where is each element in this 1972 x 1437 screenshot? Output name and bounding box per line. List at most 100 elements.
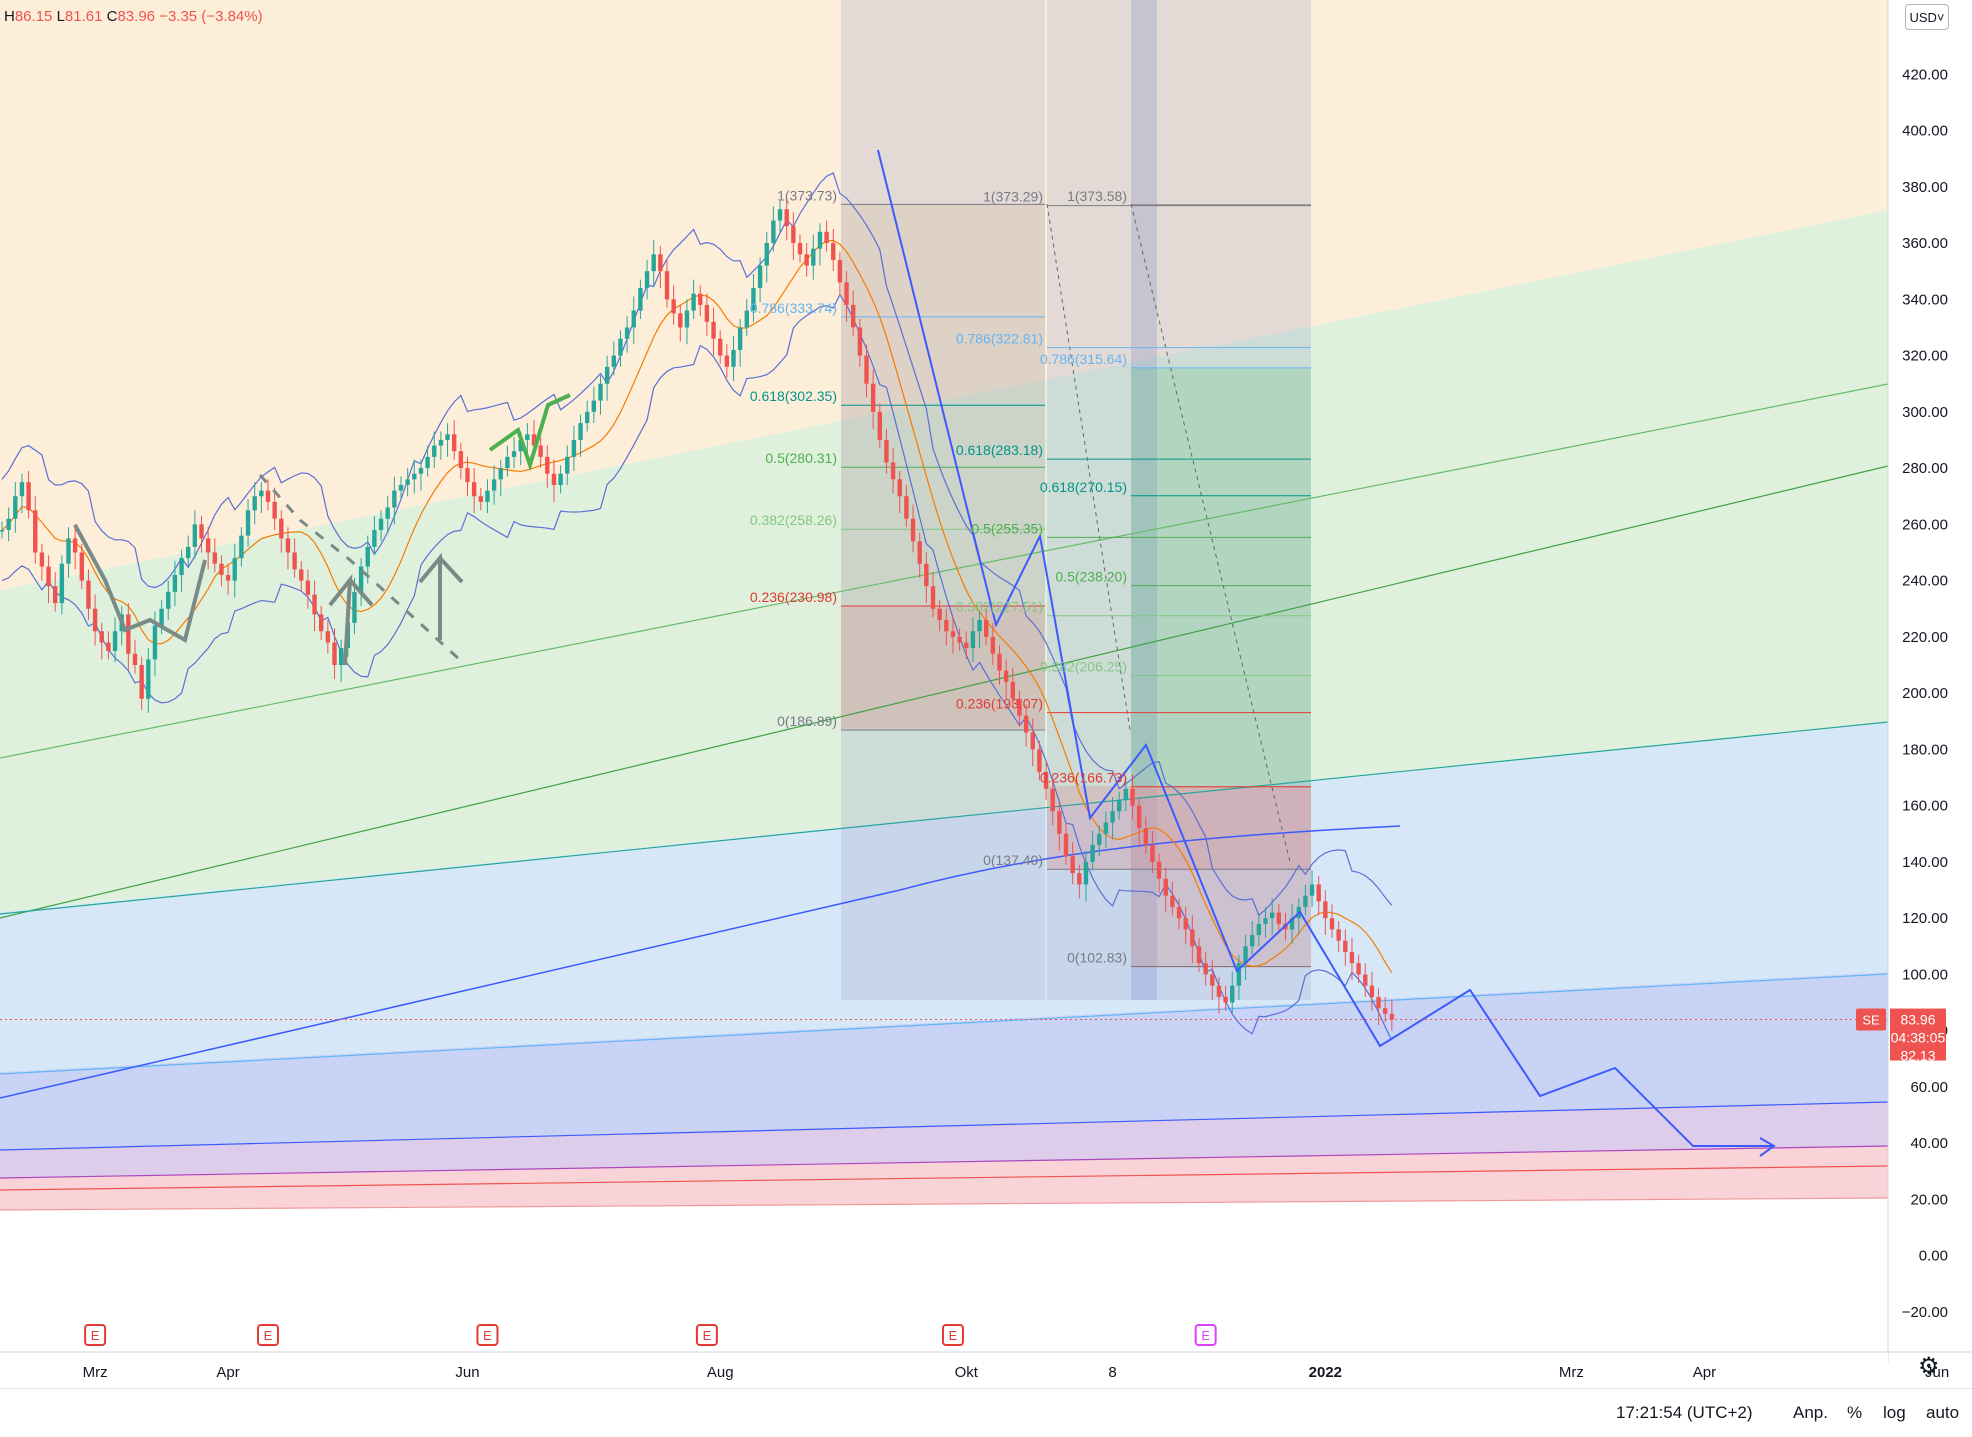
candle-body — [1343, 940, 1348, 952]
zone-purple — [0, 1102, 1888, 1178]
auto-toggle[interactable]: auto — [1926, 1403, 1960, 1422]
candle-body — [678, 313, 683, 328]
candle-body — [811, 248, 816, 266]
candle-body — [1130, 788, 1135, 806]
candle-body — [904, 496, 909, 519]
candle-body — [1190, 929, 1195, 947]
candle-body — [837, 259, 843, 283]
fib-level-label: 0.236(230.98) — [750, 589, 837, 605]
candle-body — [1097, 833, 1102, 846]
candle-body — [485, 490, 490, 502]
candle-body — [664, 271, 670, 300]
candle-body — [551, 473, 557, 485]
candle-body — [252, 496, 257, 511]
x-tick-label: Okt — [955, 1364, 979, 1381]
candle-body — [365, 546, 370, 567]
candle-body — [585, 411, 590, 424]
last-price-tag: SE 83.96 04:38:05 82.13 — [0, 1008, 1946, 1064]
fib-level-label: 0(137.40) — [983, 852, 1043, 868]
candle-body — [1369, 985, 1375, 997]
change-value: −3.35 (−3.84%) — [159, 8, 263, 25]
fib-level-label: 0.236(166.73) — [1040, 770, 1127, 786]
candle-body — [751, 288, 756, 311]
close-value: 83.96 — [117, 8, 156, 25]
candle-body — [505, 456, 510, 469]
earnings-marker-label: E — [949, 1328, 958, 1343]
symbol-tag — [1856, 1008, 1886, 1031]
candle-body — [126, 614, 131, 654]
candle-body — [1316, 884, 1321, 902]
candle-body — [352, 591, 357, 623]
trendline-8 — [0, 1197, 1889, 1211]
earnings-marker[interactable] — [476, 1324, 499, 1346]
candle-body — [545, 456, 550, 474]
candle-body — [737, 327, 743, 350]
candle-body — [718, 338, 723, 356]
candle-body — [1329, 918, 1335, 930]
trendline-6 — [0, 1145, 1889, 1179]
fib-level-label: 0.786(333.74) — [750, 300, 837, 316]
fib-level-label: 0.786(315.64) — [1040, 351, 1127, 367]
candle-body — [917, 541, 922, 564]
fib-level-label: 1(373.58) — [1067, 188, 1127, 204]
candle-body — [944, 619, 949, 632]
earnings-marker-label: E — [483, 1328, 492, 1343]
candle-body — [259, 490, 264, 497]
candle-body — [970, 631, 976, 649]
high-label: H — [4, 8, 15, 25]
earnings-marker-label: E — [703, 1328, 712, 1343]
candle-body — [797, 243, 803, 255]
pattern-gray-arrow-2 — [418, 552, 464, 640]
x-tick-label: Jun — [455, 1364, 479, 1381]
candle-body — [658, 254, 663, 272]
adjust-toggle[interactable]: Anp. — [1793, 1403, 1828, 1422]
candle-body — [491, 479, 497, 491]
candle-body — [412, 473, 417, 480]
earnings-marker[interactable] — [941, 1324, 964, 1346]
candle-body — [877, 411, 882, 440]
y-tick-label: 100.00 — [1902, 966, 1948, 983]
last-price-text: 82.13 — [1900, 1048, 1935, 1064]
fib-level-label: 0.618(302.35) — [750, 388, 837, 404]
earnings-marker[interactable] — [84, 1324, 107, 1346]
dashed-guide-1 — [1046, 203, 1131, 731]
candle-body — [139, 665, 144, 699]
candle-body — [299, 569, 304, 581]
last-price-text: 04:38:05 — [1891, 1030, 1946, 1046]
candle-body — [565, 456, 570, 474]
candle-body — [146, 659, 151, 699]
bollinger-lower — [1, 293, 1393, 1041]
earnings-marker[interactable] — [1194, 1324, 1217, 1346]
candle-body — [804, 254, 809, 266]
currency-dropdown[interactable]: USD˅ — [1905, 4, 1949, 30]
candle-body — [1170, 895, 1175, 907]
candle-body — [46, 566, 51, 587]
candle-body — [425, 456, 430, 469]
candle-body — [465, 468, 470, 483]
candle-body — [784, 209, 789, 227]
candle-body — [1077, 873, 1082, 885]
candle-body — [744, 310, 749, 328]
candle-body — [631, 310, 636, 328]
candle-body — [1289, 918, 1295, 930]
last-price-box — [1890, 1008, 1946, 1061]
pattern-gray-arrow-1 — [328, 573, 374, 666]
x-tick-label: 2022 — [1309, 1364, 1342, 1381]
clock-readout[interactable]: 17:21:54 (UTC+2) — [1616, 1403, 1753, 1422]
candle-body — [159, 608, 164, 626]
candle-body — [698, 293, 703, 305]
settings-gear-icon[interactable]: ⚙ — [1918, 1353, 1940, 1380]
candle-body — [1050, 788, 1055, 812]
percent-toggle[interactable]: % — [1847, 1403, 1863, 1422]
candle-body — [418, 468, 424, 474]
trendline-5 — [0, 1101, 1889, 1151]
earnings-marker[interactable] — [695, 1324, 718, 1346]
earnings-marker[interactable] — [257, 1324, 279, 1346]
fib-level-label: 1(373.73) — [777, 187, 837, 203]
log-toggle[interactable]: log — [1883, 1403, 1906, 1422]
y-tick-label: 320.00 — [1902, 348, 1948, 365]
y-tick-label: 380.00 — [1902, 179, 1948, 196]
candle-body — [984, 619, 989, 637]
